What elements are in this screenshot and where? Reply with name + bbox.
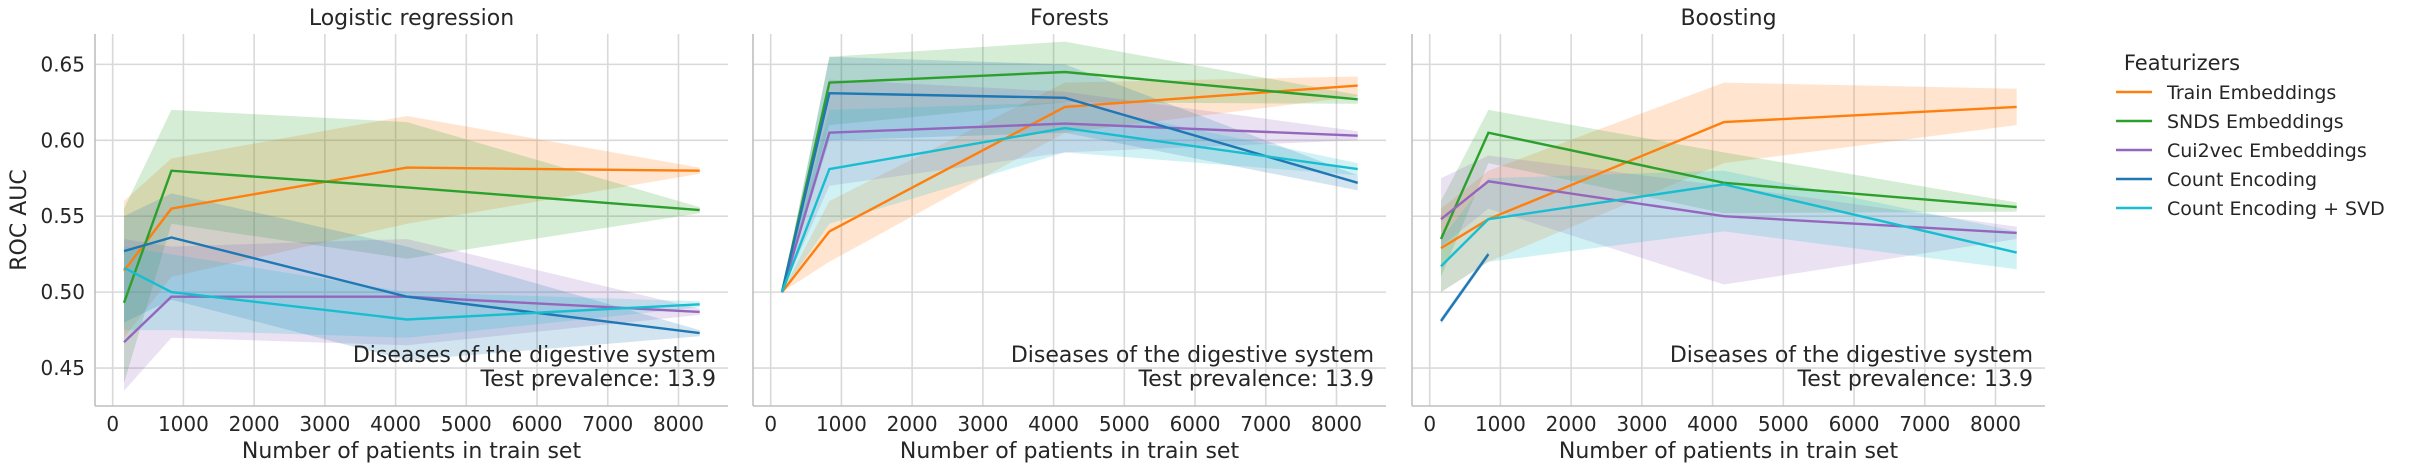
- series-line: [780, 91, 1359, 293]
- x-tick-label: 4000: [1028, 412, 1079, 436]
- y-tick-label: 0.50: [40, 280, 85, 304]
- confidence-band: [782, 79, 1358, 293]
- x-axis-label: Number of patients in train set: [900, 439, 1240, 464]
- x-tick-label: 3000: [957, 412, 1008, 436]
- x-tick-label: 3000: [299, 412, 350, 436]
- series-line: [1440, 105, 2017, 250]
- y-tick-label: 0.45: [40, 356, 85, 380]
- legend-label: Count Encoding + SVD: [2167, 198, 2385, 220]
- series-line: [1439, 131, 2017, 240]
- series-line: [780, 70, 1358, 293]
- x-tick-label: 5000: [441, 412, 492, 436]
- x-tick-label: 7000: [1899, 412, 1950, 436]
- x-axis-label: Number of patients in train set: [1559, 439, 1899, 464]
- confidence-band: [782, 76, 1358, 293]
- x-tick-label: 7000: [1240, 412, 1291, 436]
- annotation-prevalence: Test prevalence: 13.9: [1138, 367, 1375, 392]
- legend-title: Featurizers: [2124, 51, 2240, 75]
- chart-panels: 0 1000 2000 3000 4000 5000 6000 7000 8000 0.45 0.5…: [40, 6, 2045, 464]
- annotation-disease: Diseases of the digestive system: [353, 343, 716, 368]
- series-line: [781, 84, 1358, 293]
- confidence-band: [782, 41, 1358, 293]
- confidence-band: [124, 193, 700, 361]
- legend-label: Train Embeddings: [2166, 82, 2336, 104]
- panel-title: Forests: [1030, 6, 1109, 31]
- x-axis-label: Number of patients in train set: [242, 439, 582, 464]
- series-line: [123, 236, 700, 335]
- panel-2: 0 1000 2000 3000 4000 5000 6000 7000 8000 Forests…: [752, 6, 1386, 464]
- x-tick-label: 6000: [512, 412, 563, 436]
- series-line: [1440, 180, 2017, 235]
- x-tick-label: 2000: [1546, 412, 1597, 436]
- legend-label: Cui2vec Embeddings: [2167, 140, 2367, 162]
- confidence-band: [782, 56, 1358, 293]
- legend-label: SNDS Embeddings: [2167, 111, 2344, 133]
- x-tick-label: 5000: [1758, 412, 1809, 436]
- x-tick-label: 2000: [229, 412, 280, 436]
- x-tick-label: 4000: [1687, 412, 1738, 436]
- panel-3: 0 1000 2000 3000 4000 5000 6000 7000 8000 Boostin…: [1411, 6, 2045, 464]
- series-line: [1440, 253, 1490, 322]
- panel-title: Boosting: [1680, 6, 1776, 31]
- confidence-band: [1441, 155, 2017, 285]
- confidence-band: [124, 116, 700, 338]
- legend-entry: Cui2vec Embeddings: [2116, 140, 2367, 162]
- confidence-band: [1441, 82, 2017, 293]
- y-axis-label: ROC AUC: [7, 169, 32, 270]
- panel-title: Logistic regression: [309, 6, 514, 31]
- x-tick-label: 0: [106, 412, 119, 436]
- x-tick-label: 6000: [1170, 412, 1221, 436]
- x-tick-label: 6000: [1829, 412, 1880, 436]
- series-line: [123, 295, 700, 344]
- confidence-band: [1441, 109, 2017, 277]
- x-tick-label: 8000: [1311, 412, 1362, 436]
- x-tick-label: 7000: [582, 412, 633, 436]
- annotation-disease: Diseases of the digestive system: [1670, 343, 2033, 368]
- x-tick-label: 5000: [1099, 412, 1150, 436]
- series-line: [122, 169, 700, 304]
- series-line: [123, 266, 700, 321]
- legend-entry: Count Encoding: [2116, 169, 2317, 191]
- series-line: [780, 122, 1358, 293]
- x-tick-label: 0: [1423, 412, 1436, 436]
- panel-1: 0 1000 2000 3000 4000 5000 6000 7000 8000 0.45 0.5…: [40, 6, 728, 464]
- x-tick-label: 1000: [816, 412, 867, 436]
- y-tick-label: 0.60: [40, 128, 85, 152]
- y-tick-label: 0.65: [40, 52, 85, 76]
- y-tick-label: 0.55: [40, 204, 85, 228]
- x-tick-label: 8000: [1970, 412, 2021, 436]
- legend-entry: Train Embeddings: [2116, 82, 2336, 104]
- annotation-prevalence: Test prevalence: 13.9: [1797, 367, 2034, 392]
- x-tick-label: 8000: [653, 412, 704, 436]
- x-tick-label: 1000: [158, 412, 209, 436]
- legend-entry: Count Encoding + SVD: [2116, 198, 2385, 220]
- x-tick-label: 2000: [887, 412, 938, 436]
- legend-label: Count Encoding: [2167, 169, 2317, 191]
- annotation-prevalence: Test prevalence: 13.9: [480, 367, 717, 392]
- x-tick-label: 1000: [1475, 412, 1526, 436]
- x-tick-label: 0: [764, 412, 777, 436]
- legend-entry: SNDS Embeddings: [2116, 111, 2344, 133]
- legend: Featurizers Train Embeddings SNDS Embeddi…: [2116, 51, 2385, 220]
- series-line: [780, 126, 1358, 293]
- confidence-band: [124, 239, 700, 391]
- series-line: [1440, 183, 2017, 268]
- x-tick-label: 3000: [1616, 412, 1667, 436]
- confidence-band: [1441, 170, 2017, 293]
- annotation-disease: Diseases of the digestive system: [1011, 343, 1374, 368]
- x-tick-label: 4000: [370, 412, 421, 436]
